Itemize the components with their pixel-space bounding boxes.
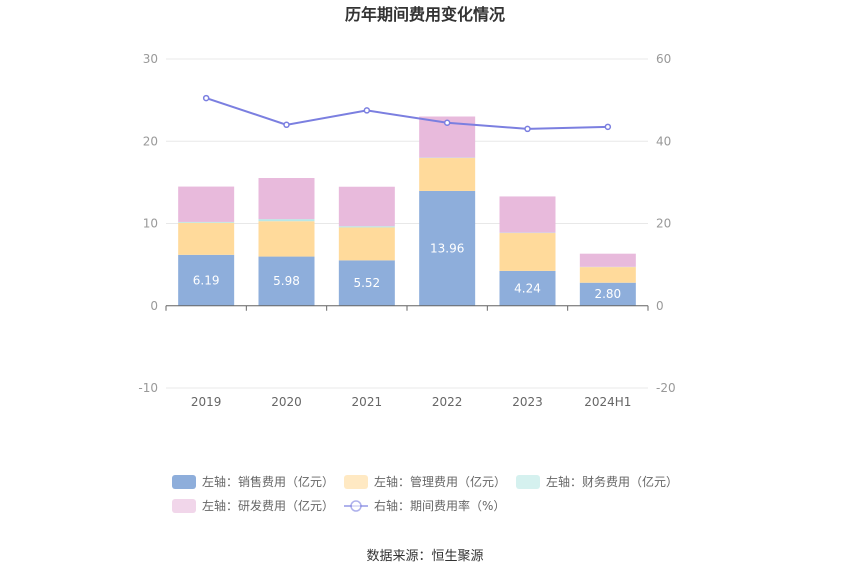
left-y-axis: -10 0 10 20 30 [138,52,158,395]
bar-segment[interactable] [338,260,395,306]
bar-value-label: 5.98 [273,274,300,288]
legend-line-marker [350,500,362,512]
bar-segment[interactable] [258,221,315,257]
bar-value-label: 2.80 [594,287,621,301]
bar-value-label: 6.19 [193,273,220,287]
x-axis: 2019 2020 2021 2022 2023 2024H1 [165,305,649,409]
data-labels: 6.19 5.98 5.52 13.96 4.24 2.80 [193,241,621,301]
right-y-axis: -20 0 20 40 60 [656,52,676,395]
right-y-tick-label: 0 [656,299,664,313]
right-y-tick-label: 20 [656,217,671,231]
data-source: 数据来源：恒生聚源 [366,549,483,564]
x-tick-label: 2022 [432,395,463,409]
bar-segment[interactable] [258,219,315,222]
bar-segment[interactable] [419,158,476,191]
x-tick-label: 2021 [352,395,383,409]
right-y-tick-label: 40 [656,134,671,148]
line-point[interactable] [443,119,451,126]
line-point[interactable] [363,107,371,114]
left-y-tick-label: 0 [150,299,158,313]
chart-title: 历年期间费用变化情况 [345,5,505,24]
legend-label: 左轴：管理费用（亿元） [374,474,506,489]
x-tick-label: 2023 [512,395,543,409]
legend-label: 右轴：期间费用率（%） [374,498,505,513]
legend-item[interactable]: 左轴：管理费用（亿元） [344,474,506,489]
legend-item[interactable]: 左轴：研发费用（亿元） [172,498,334,513]
bar-segment[interactable] [499,270,556,306]
bar-value-label: 5.52 [353,276,380,290]
bar-segment[interactable] [579,253,636,267]
bar-segment[interactable] [178,186,235,222]
line-point[interactable] [524,125,531,133]
ratio-line-path [205,97,608,130]
legend-swatch [344,475,368,489]
bars [178,116,636,306]
left-y-tick-label: 10 [143,217,158,231]
bar-segment[interactable] [178,222,235,255]
legend-swatch [172,499,196,513]
bar-value-label: 4.24 [514,281,541,295]
bar-segment[interactable] [258,178,315,220]
bar-segment[interactable] [579,267,636,283]
left-y-tick-label: -10 [138,381,158,395]
legend-item[interactable]: 左轴：销售费用（亿元） [172,474,334,489]
legend-label: 左轴：销售费用（亿元） [202,474,334,489]
bar-segment[interactable] [419,190,476,306]
left-y-tick-label: 20 [143,134,158,148]
bar-segment[interactable] [338,226,395,228]
ratio-line [202,94,612,133]
legend-item[interactable]: 右轴：期间费用率（%） [344,498,505,513]
x-tick-label: 2024H1 [584,395,631,409]
legend-swatch [172,475,196,489]
bar-segment[interactable] [499,233,556,271]
bar-segment[interactable] [579,282,636,306]
bar-segment[interactable] [178,221,235,223]
right-y-tick-label: -20 [656,381,676,395]
line-point[interactable] [202,94,210,102]
x-tick-label: 2019 [191,395,222,409]
bar-segment[interactable] [178,254,235,306]
legend-label: 左轴：研发费用（亿元） [202,498,334,513]
bar-value-label: 13.96 [430,241,464,255]
legend[interactable]: 左轴：销售费用（亿元） 左轴：管理费用（亿元） 左轴：财务费用（亿元） 左轴：研发费用… [172,474,678,513]
line-point[interactable] [604,123,612,131]
legend-item[interactable]: 左轴：财务费用（亿元） [516,474,678,489]
line-point[interactable] [283,121,290,129]
bar-segment[interactable] [338,227,395,261]
legend-swatch [516,475,540,489]
x-tick-label: 2020 [271,395,302,409]
bar-segment[interactable] [338,186,395,227]
right-y-tick-label: 60 [656,52,671,66]
bar-segment[interactable] [499,196,556,233]
legend-label: 左轴：财务费用（亿元） [546,474,678,489]
bar-segment[interactable] [258,256,315,306]
left-y-tick-label: 30 [143,52,158,66]
